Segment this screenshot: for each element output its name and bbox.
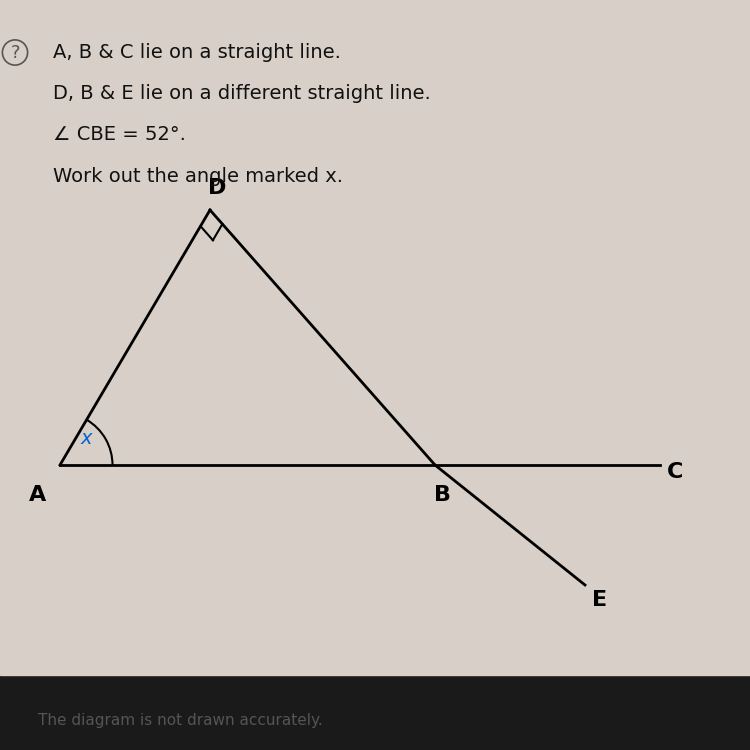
Text: Work out the angle marked x.: Work out the angle marked x. — [53, 166, 343, 186]
Text: E: E — [592, 590, 608, 610]
Text: The diagram is not drawn accurately.: The diagram is not drawn accurately. — [38, 712, 322, 728]
Text: ∠ CBE = 52°.: ∠ CBE = 52°. — [53, 125, 185, 145]
Text: C: C — [667, 463, 683, 482]
Text: x: x — [80, 429, 92, 448]
Text: B: B — [434, 485, 451, 505]
Text: ?: ? — [10, 44, 20, 62]
Text: D, B & E lie on a different straight line.: D, B & E lie on a different straight lin… — [53, 84, 430, 104]
Text: D: D — [209, 178, 226, 197]
Text: A: A — [28, 485, 46, 505]
Text: A, B & C lie on a straight line.: A, B & C lie on a straight line. — [53, 43, 340, 62]
